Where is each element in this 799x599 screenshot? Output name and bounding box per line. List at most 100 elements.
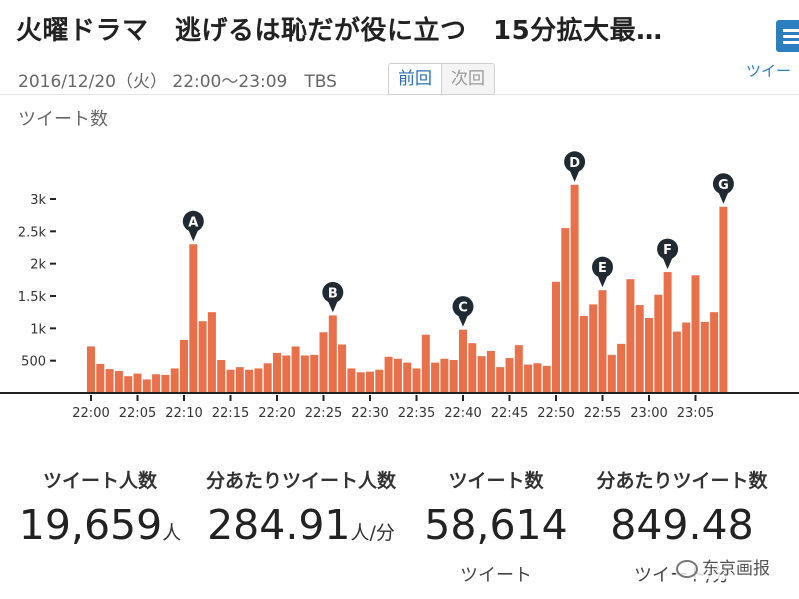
bar (142, 379, 151, 393)
bar (654, 294, 663, 393)
y-tick-label: 500 (21, 355, 46, 370)
bar (635, 305, 644, 393)
stat-value: 284.91人/分 (207, 501, 395, 549)
bar (328, 315, 337, 393)
bar (514, 345, 523, 393)
bar (505, 358, 514, 393)
bar (570, 184, 579, 393)
watermark: 东京画报 (676, 554, 770, 579)
x-tick-label: 23:05 (677, 406, 714, 421)
bar (403, 362, 412, 393)
x-tick-label: 22:35 (398, 406, 435, 421)
bar (561, 228, 570, 393)
marker-label: G (718, 178, 729, 193)
stat-label: ツイート人数 (42, 470, 157, 492)
tweet-tab[interactable]: ツイー (746, 62, 792, 80)
bar (347, 368, 356, 393)
bar (421, 334, 430, 393)
bar (282, 355, 291, 393)
x-tick-label: 22:45 (491, 406, 528, 421)
bar (672, 331, 681, 393)
x-tick-label: 22:20 (258, 406, 295, 421)
bar (393, 358, 402, 393)
marker-label: C (458, 301, 468, 316)
bar (161, 374, 170, 393)
x-tick-label: 22:10 (165, 406, 202, 421)
bar (710, 312, 719, 393)
bar (552, 281, 560, 393)
stat-value: 19,659人 (18, 501, 182, 549)
marker-pin (322, 281, 344, 303)
bar (691, 275, 700, 393)
bar (384, 356, 393, 393)
list-icon[interactable] (776, 20, 799, 52)
bar (189, 244, 198, 393)
bar (263, 363, 272, 393)
x-tick-label: 22:25 (305, 406, 342, 421)
x-tick-label: 22:15 (212, 406, 249, 421)
bar (254, 368, 263, 393)
next-episode-button[interactable]: 次回 (442, 64, 494, 94)
bar (589, 304, 598, 393)
bar (579, 316, 588, 393)
bar (459, 329, 467, 393)
y-tick-label: 1.5k (18, 290, 47, 305)
marker-label: A (188, 215, 198, 230)
bar (412, 368, 421, 393)
bar (105, 369, 114, 393)
prev-episode-button[interactable]: 前回 (389, 64, 442, 94)
stat-sublabel: ツイート (460, 565, 532, 586)
bar (524, 364, 533, 393)
x-tick-label: 22:50 (537, 406, 574, 421)
x-tick-label: 22:55 (584, 406, 621, 421)
bar (375, 369, 384, 393)
stat-value: 849.48 (610, 501, 754, 549)
bar (645, 317, 653, 393)
bar (617, 343, 626, 393)
bar (607, 354, 616, 393)
bar (319, 332, 328, 393)
bar (663, 272, 672, 393)
tweet-count-chart: 500 1k 1.5k 2k 2.5k 3k 22:00 22:05 22:10 22:15 22:… (0, 151, 799, 421)
x-tick-label: 23:00 (630, 406, 667, 421)
marker-label: D (569, 156, 580, 171)
bar (440, 358, 449, 393)
bar (207, 312, 216, 393)
bar (124, 376, 133, 393)
stat-tweets: ツイート数 58,614 ツイート (416, 466, 576, 587)
bar (449, 360, 458, 393)
marker-pin (452, 296, 474, 318)
y-tick-label: 3k (30, 193, 46, 208)
marker-label: E (598, 261, 607, 276)
bar (700, 321, 709, 393)
bar (496, 367, 505, 393)
bar (133, 373, 142, 393)
header: 火曜ドラマ 逃げるは恥だが役に立つ 15分拡大最… 2016/12/20（火） … (0, 0, 799, 95)
marker-pin (564, 151, 586, 173)
stat-label: 分あたりツイート数 (596, 470, 768, 492)
stat-tweeters-per-minute: 分あたりツイート人数 284.91人/分 (196, 466, 406, 557)
bar (235, 367, 244, 393)
bar (96, 363, 105, 393)
x-tick-label: 22:30 (351, 406, 388, 421)
wechat-icon (676, 560, 698, 578)
bar (226, 369, 235, 393)
stat-label: ツイート数 (448, 470, 544, 492)
chart-title: ツイート数 (18, 109, 108, 130)
x-tick-label: 22:40 (444, 406, 481, 421)
program-title: 火曜ドラマ 逃げるは恥だが役に立つ 15分拡大最… (16, 16, 663, 46)
bar (338, 344, 347, 393)
marker-pin (657, 238, 679, 260)
bar (300, 355, 309, 393)
stat-value: 58,614 (424, 501, 568, 549)
bar (542, 365, 551, 393)
bar (682, 322, 691, 393)
bar (366, 371, 374, 393)
bar (180, 339, 188, 393)
stat-label: 分あたりツイート人数 (205, 470, 396, 492)
bar (87, 346, 95, 393)
y-tick-label: 2.5k (18, 225, 47, 240)
y-tick-label: 2k (30, 258, 46, 273)
x-tick-label: 22:05 (119, 406, 156, 421)
bar (486, 350, 495, 393)
